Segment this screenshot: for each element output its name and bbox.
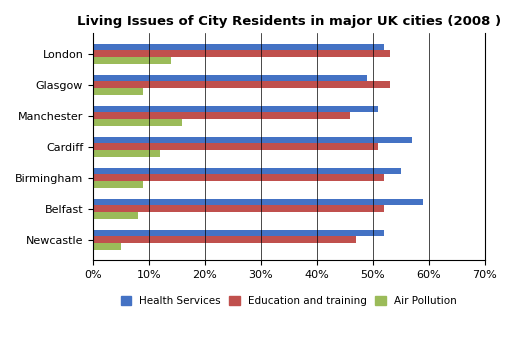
Bar xyxy=(93,75,367,81)
Bar xyxy=(93,229,384,236)
Bar xyxy=(93,57,172,64)
Bar xyxy=(93,51,390,57)
Bar xyxy=(93,236,356,243)
Bar xyxy=(93,143,378,150)
Bar xyxy=(93,119,182,126)
Bar xyxy=(93,150,160,157)
Bar xyxy=(93,88,143,95)
Bar xyxy=(93,81,390,88)
Bar xyxy=(93,181,143,188)
Bar xyxy=(93,137,412,143)
Bar xyxy=(93,167,401,174)
Bar xyxy=(93,199,423,205)
Bar xyxy=(93,174,384,181)
Title: Living Issues of City Residents in major UK cities (2008 ): Living Issues of City Residents in major… xyxy=(77,15,501,28)
Bar xyxy=(93,44,384,51)
Bar xyxy=(93,212,138,219)
Bar xyxy=(93,112,350,119)
Bar xyxy=(93,243,121,250)
Legend: Health Services, Education and training, Air Pollution: Health Services, Education and training,… xyxy=(118,293,460,309)
Bar xyxy=(93,106,378,112)
Bar xyxy=(93,205,384,212)
